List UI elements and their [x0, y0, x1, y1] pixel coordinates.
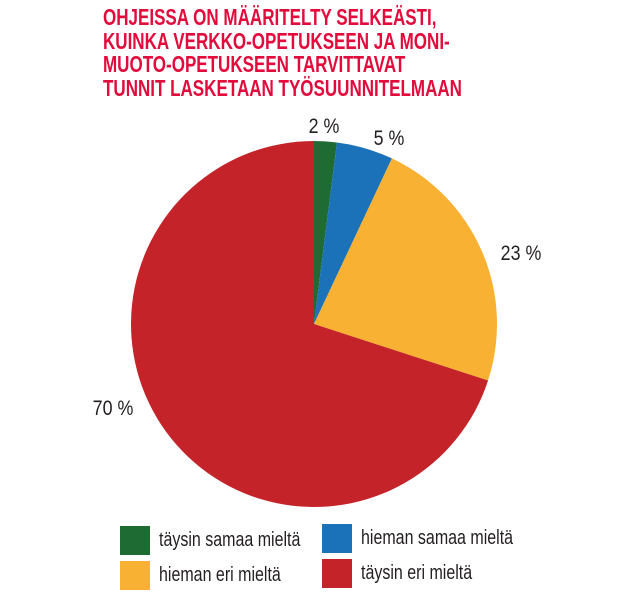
title-line: OHJEISSA ON MÄÄRITELTY SELKEÄSTI,	[103, 4, 437, 30]
pie-slice-3	[131, 141, 489, 507]
slice-label-hieman-samaa: 5 %	[373, 127, 405, 150]
legend-swatch-red	[322, 559, 352, 588]
title-line: KUINKA VERKKO-OPETUKSEEN JA MONI-	[103, 27, 450, 54]
legend-label: täysin samaa mieltä	[159, 529, 301, 551]
legend-label: hieman samaa mieltä	[361, 527, 514, 549]
legend-item-hieman-samaa: hieman samaa mieltä	[322, 524, 551, 553]
chart-title: OHJEISSA ON MÄÄRITELTY SELKEÄSTI, KUINKA…	[103, 4, 462, 101]
pie-slice-2	[314, 158, 497, 381]
slice-label-taysin-eri: 70 %	[92, 397, 134, 420]
legend-swatch-green	[120, 526, 150, 555]
pie-chart	[131, 141, 497, 507]
legend-item-taysin-eri: täysin eri mieltä	[322, 559, 500, 588]
legend-label: täysin eri mieltä	[361, 562, 473, 584]
legend-label: hieman eri mieltä	[159, 564, 281, 586]
title-line: TUNNIT LASKETAAN TYÖSUUNNITELMAAN	[103, 74, 462, 101]
slice-label-hieman-eri: 23 %	[500, 242, 542, 265]
pie-slice-1	[314, 142, 392, 324]
pie-slice-0	[314, 141, 337, 324]
slice-label-taysin-samaa: 2 %	[308, 115, 340, 138]
legend-item-taysin-samaa: täysin samaa mieltä	[120, 526, 336, 555]
legend-item-hieman-eri: hieman eri mieltä	[120, 561, 311, 590]
title-line: MUOTO-OPETUKSEEN TARVITTAVAT	[103, 51, 406, 77]
legend-swatch-yellow	[120, 561, 150, 590]
legend-swatch-blue	[322, 524, 352, 553]
